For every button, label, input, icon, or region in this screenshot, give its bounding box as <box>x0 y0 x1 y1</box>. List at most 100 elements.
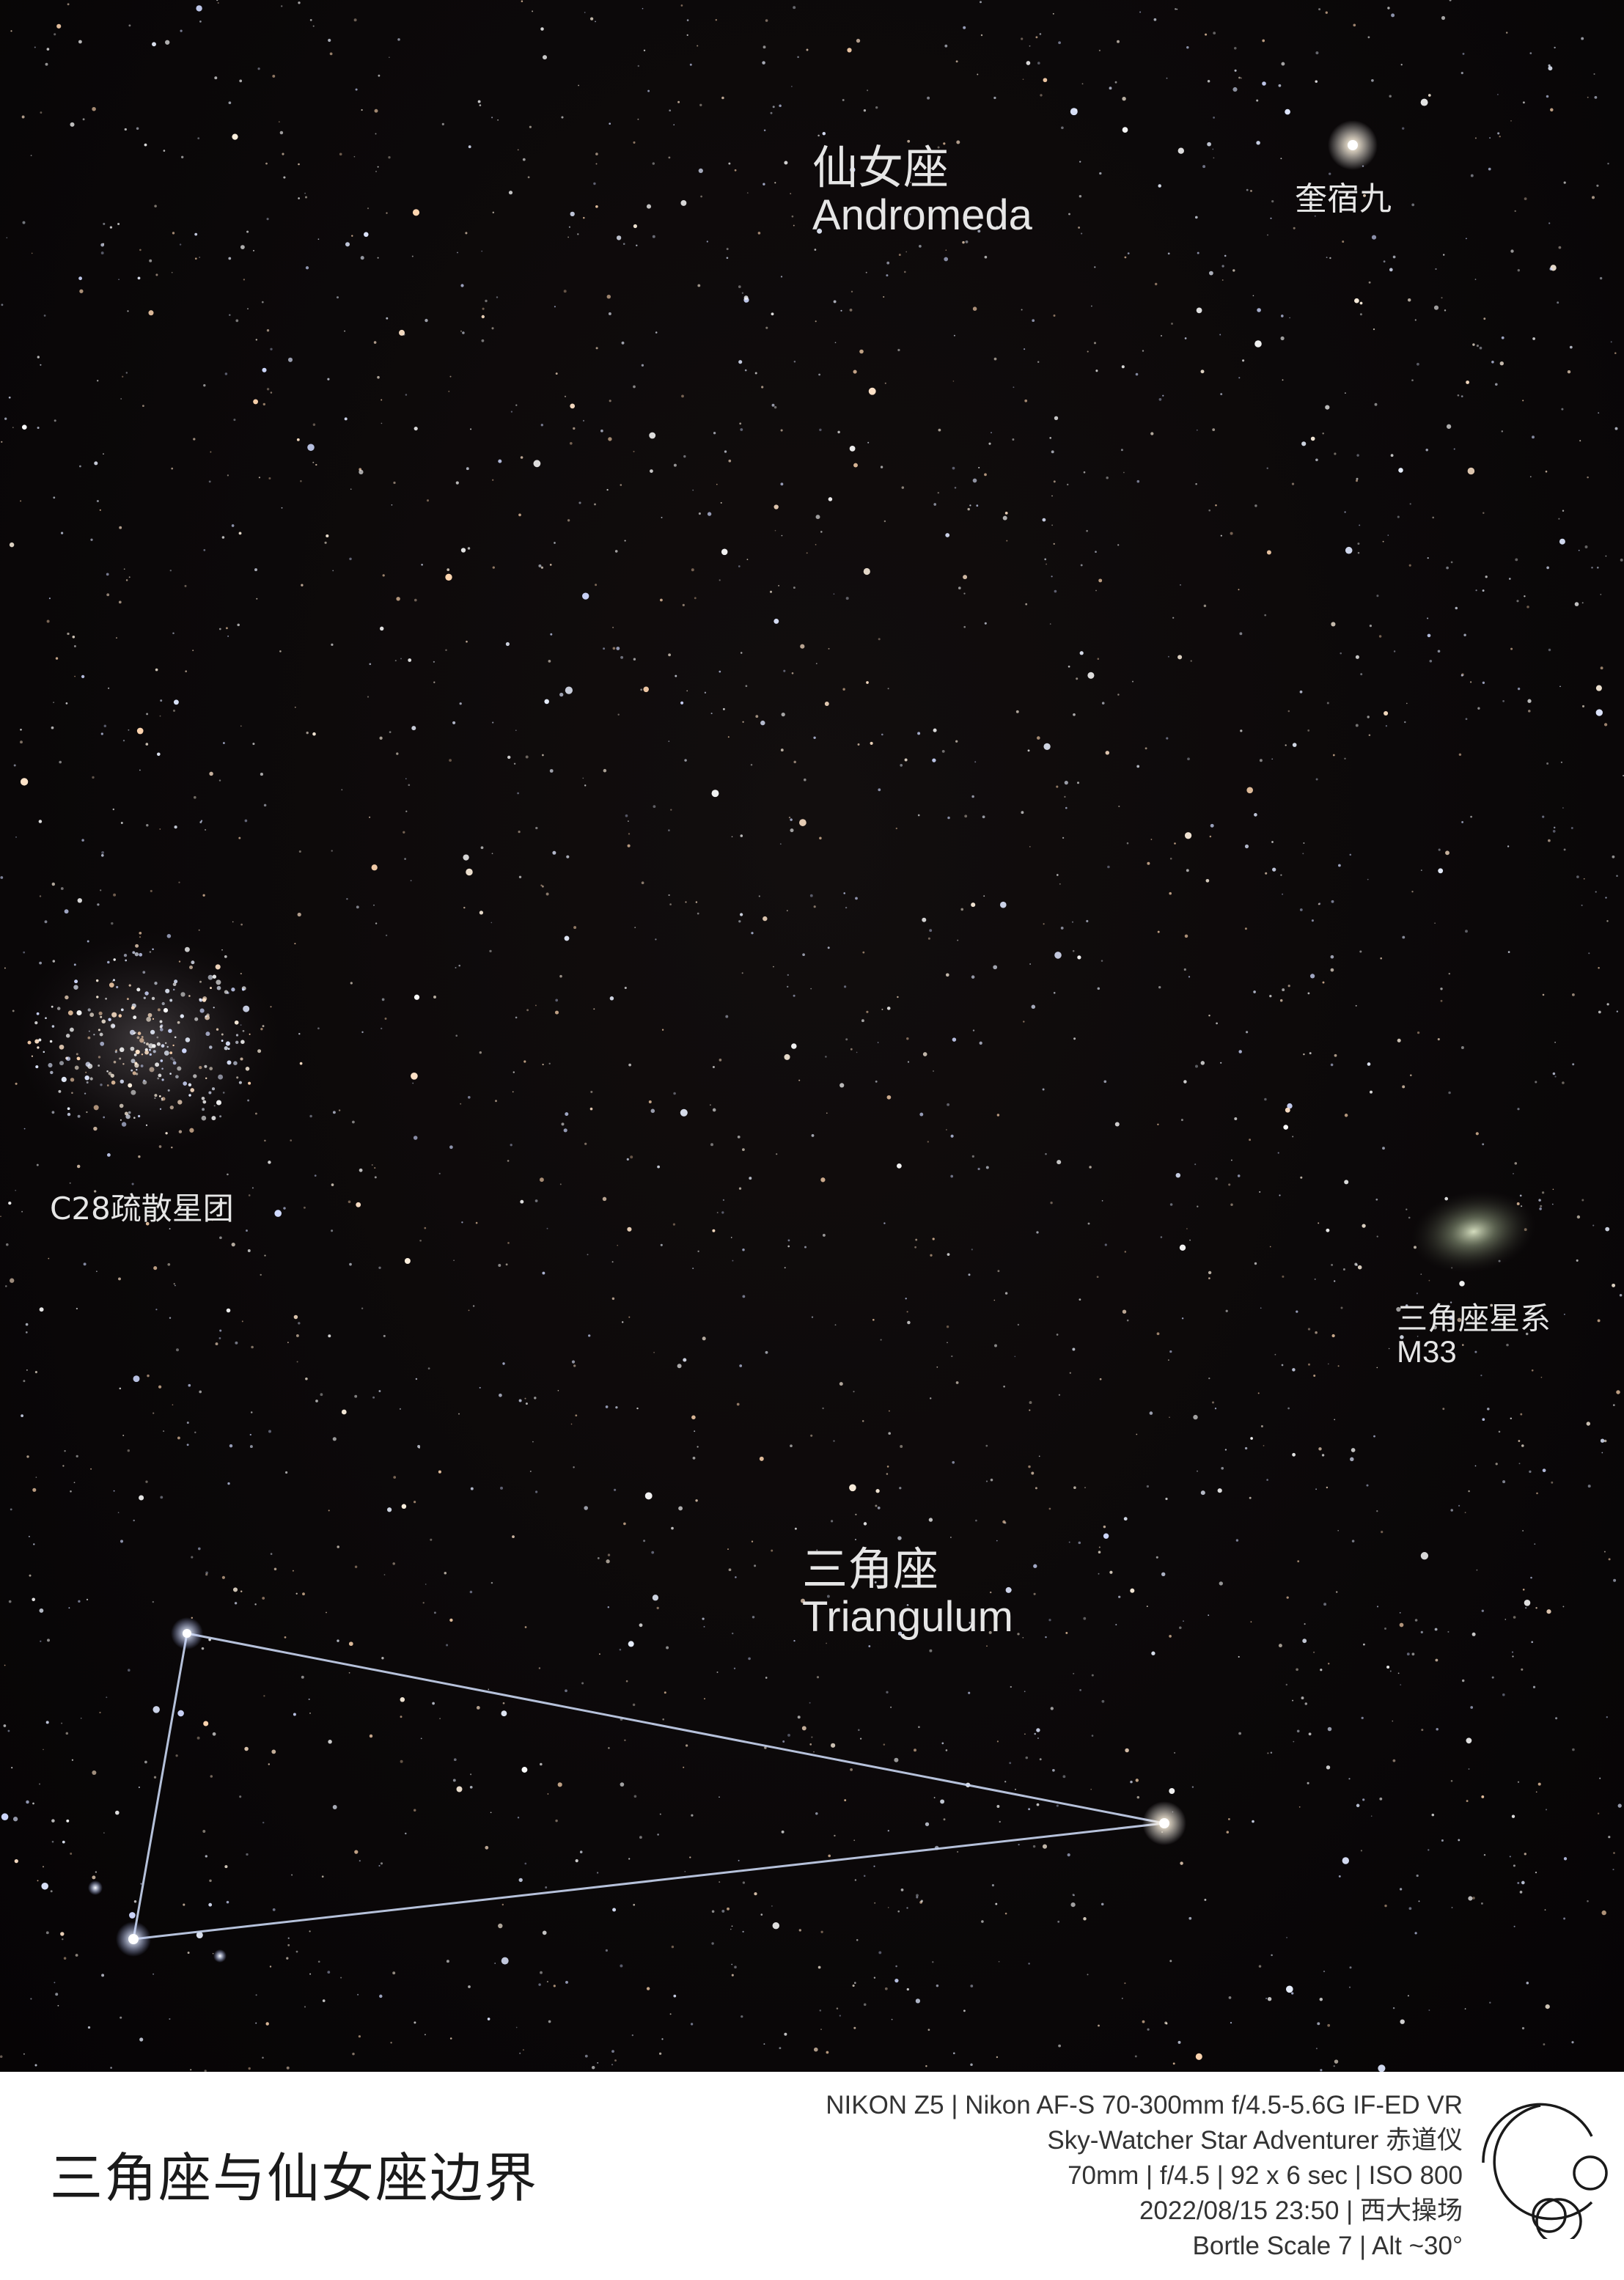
star <box>968 1691 971 1694</box>
star <box>684 759 687 762</box>
star <box>1246 1031 1249 1034</box>
star <box>340 1976 342 1979</box>
star <box>809 894 813 897</box>
star <box>1354 298 1359 304</box>
star <box>668 829 670 831</box>
star <box>1217 1488 1222 1493</box>
star <box>611 2050 614 2053</box>
star <box>262 367 267 372</box>
cluster-star <box>119 1103 124 1108</box>
star <box>136 727 144 735</box>
star <box>481 339 485 342</box>
star <box>1416 1874 1419 1878</box>
star <box>1029 963 1031 965</box>
star <box>694 597 697 600</box>
star <box>1348 1778 1351 1780</box>
cluster-star <box>193 1074 197 1078</box>
star <box>232 133 238 140</box>
star <box>839 1083 845 1088</box>
star <box>1271 1954 1273 1957</box>
star <box>1002 199 1004 203</box>
cluster-star <box>159 1020 163 1023</box>
star <box>1258 1965 1262 1968</box>
star <box>1440 999 1443 1002</box>
star <box>291 1874 293 1876</box>
star <box>1540 1205 1543 1207</box>
star <box>1437 650 1441 653</box>
cluster-star <box>213 1007 215 1009</box>
star <box>806 552 808 554</box>
star <box>759 1456 764 1461</box>
star <box>55 1993 59 1996</box>
star <box>86 1598 89 1601</box>
star <box>266 329 270 332</box>
cluster-star <box>73 985 78 990</box>
star <box>490 922 493 924</box>
star <box>52 960 56 963</box>
star <box>1234 1117 1238 1120</box>
star <box>1529 52 1532 54</box>
cluster-star <box>27 1040 32 1045</box>
star <box>96 499 99 503</box>
star <box>1485 575 1488 578</box>
star <box>538 1667 541 1669</box>
star <box>1499 361 1504 366</box>
star <box>255 2022 257 2024</box>
star <box>30 155 32 156</box>
star <box>952 380 955 382</box>
star <box>969 1622 971 1624</box>
star <box>271 1749 276 1754</box>
star <box>109 226 113 229</box>
star <box>1338 864 1341 867</box>
star <box>1501 336 1504 339</box>
star <box>798 1929 801 1932</box>
star <box>1204 1898 1207 1901</box>
star <box>1389 268 1393 272</box>
star <box>1165 1497 1168 1501</box>
star <box>801 1726 807 1731</box>
star <box>1400 64 1403 66</box>
star <box>596 1872 599 1874</box>
star <box>175 1754 178 1757</box>
star <box>1029 45 1031 47</box>
star <box>1300 1176 1303 1179</box>
star <box>1304 1702 1308 1705</box>
star <box>670 809 672 811</box>
star <box>103 453 104 455</box>
star <box>1474 1465 1477 1467</box>
star <box>1121 1998 1123 1999</box>
star <box>1200 1061 1205 1065</box>
star <box>1363 194 1366 197</box>
star <box>1010 1685 1012 1688</box>
star <box>1330 955 1334 959</box>
star <box>1281 62 1285 66</box>
star <box>1292 743 1297 747</box>
star <box>996 1114 1000 1117</box>
star <box>1028 1465 1031 1468</box>
star <box>738 565 741 567</box>
cluster-star <box>85 1062 91 1067</box>
star <box>445 573 452 581</box>
star <box>593 182 596 185</box>
star <box>262 402 266 406</box>
star <box>671 1945 675 1949</box>
star <box>76 1164 81 1169</box>
star <box>1319 1997 1323 2001</box>
star <box>739 422 742 425</box>
cluster-star <box>146 1017 152 1022</box>
star <box>1382 540 1384 543</box>
star <box>359 469 364 475</box>
star <box>507 1160 510 1162</box>
cluster-star <box>100 1015 103 1018</box>
star <box>1230 2022 1232 2024</box>
star <box>414 994 420 1000</box>
star <box>1553 826 1556 829</box>
star <box>532 10 534 12</box>
star <box>1169 1635 1172 1638</box>
star <box>1242 359 1245 362</box>
star <box>1450 1780 1453 1782</box>
star <box>828 1854 831 1858</box>
star <box>1146 1606 1148 1608</box>
star <box>1056 1804 1059 1807</box>
star <box>578 501 581 504</box>
